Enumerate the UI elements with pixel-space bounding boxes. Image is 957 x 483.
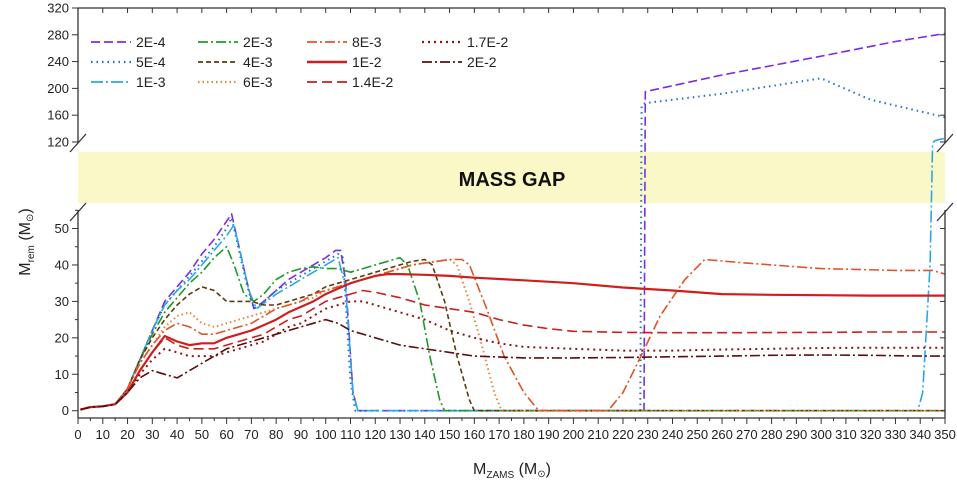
mass-gap-band: [78, 152, 945, 203]
y-tick-label: 20: [55, 330, 69, 345]
x-tick-label: 290: [786, 427, 808, 442]
legend-label-1E-3: 1E-3: [136, 74, 166, 90]
x-tick-label: 130: [389, 427, 411, 442]
legend-label-1.7E-2: 1.7E-2: [467, 34, 508, 50]
x-tick-label: 330: [885, 427, 907, 442]
x-tick-label: 150: [439, 427, 461, 442]
y-tick-label: 120: [47, 134, 69, 149]
y-tick-label: 240: [47, 54, 69, 69]
y-tick-label: 0: [62, 403, 69, 418]
legend-label-5E-4: 5E-4: [136, 54, 166, 70]
x-tick-label: 270: [736, 427, 758, 442]
legend-label-2E-4: 2E-4: [136, 34, 166, 50]
x-tick-label: 120: [364, 427, 386, 442]
axis-break-mark-left-upper: [69, 133, 87, 153]
x-tick-label: 110: [340, 427, 361, 442]
series-line-2E-3: [80, 245, 945, 412]
x-tick-label: 340: [909, 427, 931, 442]
x-tick-label: 160: [463, 427, 485, 442]
y-tick-label: 50: [55, 221, 69, 236]
x-tick-label: 170: [488, 427, 510, 442]
series-line-2E-2: [80, 318, 945, 411]
y-tick-label: 10: [55, 367, 69, 382]
x-tick-label: 30: [145, 427, 159, 442]
x-tick-label: 320: [860, 427, 882, 442]
x-tick-label: 70: [244, 427, 258, 442]
x-axis-title: MZAMS (M⊙): [473, 461, 551, 481]
x-tick-label: 350: [934, 427, 956, 442]
legend-label-2E-3: 2E-3: [243, 34, 273, 50]
x-tick-label: 20: [120, 427, 134, 442]
mass-gap-label: MASS GAP: [459, 169, 566, 191]
y-tick-label: 40: [55, 257, 69, 272]
series-line-1.4E-2: [80, 289, 945, 411]
x-tick-label: 10: [96, 427, 110, 442]
y-tick-label: 160: [47, 108, 69, 123]
x-tick-label: 40: [170, 427, 184, 442]
legend: 2E-4 5E-4 1E-3 2E-3 4E-3 6E-3 8E-3 1E-2 1.4E-2 1.…: [91, 34, 508, 90]
series-line-5E-4: [80, 77, 946, 412]
x-tick-label: 220: [612, 427, 634, 442]
x-tick-label: 230: [637, 427, 659, 442]
x-tick-label: 200: [563, 427, 585, 442]
x-tick-label: 80: [269, 427, 283, 442]
legend-label-1E-2: 1E-2: [352, 54, 382, 70]
y-tick-label: 280: [47, 27, 69, 42]
series-line-4E-3: [80, 258, 945, 412]
y-tick-label: 320: [47, 1, 69, 16]
axis-break-mark-left-lower: [69, 202, 87, 222]
x-tick-label: 140: [414, 427, 436, 442]
x-tick-label: 250: [686, 427, 708, 442]
series-layer: [80, 32, 946, 412]
x-tick-label: 100: [315, 427, 337, 442]
legend-label-8E-3: 8E-3: [352, 34, 382, 50]
axis-break-mark-right-lower: [936, 202, 954, 222]
legend-label-1.4E-2: 1.4E-2: [352, 74, 393, 90]
x-tick-label: 240: [662, 427, 684, 442]
x-tick-label: 300: [810, 427, 832, 442]
x-tick-label: 90: [294, 427, 308, 442]
legend-label-6E-3: 6E-3: [243, 74, 273, 90]
ticks-layer: 0 10 20 30 40 50 60 70 80 90 100 110 120 130 140 150 160…: [47, 1, 956, 443]
x-tick-label: 50: [195, 427, 209, 442]
x-tick-label: 0: [74, 427, 81, 442]
series-line-1.7E-2: [80, 300, 945, 411]
x-tick-label: 280: [761, 427, 783, 442]
x-tick-label: 310: [835, 427, 857, 442]
x-tick-label: 210: [587, 427, 609, 442]
axis-break-mark-right-upper: [936, 133, 954, 153]
series-line-1E-3: [80, 137, 946, 412]
y-tick-label: 30: [55, 294, 69, 309]
legend-label-2E-2: 2E-2: [467, 54, 497, 70]
x-tick-label: 180: [513, 427, 535, 442]
y-tick-label: 200: [47, 81, 69, 96]
y-axis-title: Mrem (M⊙): [17, 208, 37, 275]
x-tick-label: 60: [219, 427, 233, 442]
legend-label-4E-3: 4E-3: [243, 54, 273, 70]
x-tick-label: 260: [711, 427, 733, 442]
x-tick-label: 190: [538, 427, 560, 442]
